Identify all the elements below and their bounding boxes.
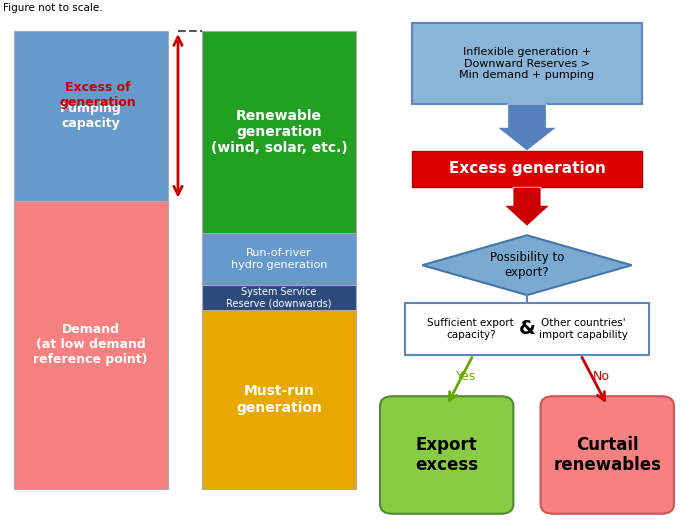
FancyBboxPatch shape (412, 23, 642, 104)
Text: Renewable
generation
(wind, solar, etc.): Renewable generation (wind, solar, etc.) (211, 109, 348, 155)
FancyBboxPatch shape (412, 151, 642, 187)
Text: Figure not to scale.: Figure not to scale. (3, 3, 103, 12)
FancyBboxPatch shape (14, 31, 168, 201)
Text: Run-of-river
hydro generation: Run-of-river hydro generation (231, 248, 327, 270)
Text: Demand
(at low demand
reference point): Demand (at low demand reference point) (34, 323, 148, 366)
Text: System Service
Reserve (downwards): System Service Reserve (downwards) (226, 287, 332, 308)
Text: Must-run
generation: Must-run generation (236, 384, 322, 414)
FancyBboxPatch shape (14, 201, 168, 489)
Text: Possibility to
export?: Possibility to export? (490, 251, 564, 279)
Text: Export
excess: Export excess (415, 436, 478, 474)
Text: Yes: Yes (456, 370, 477, 383)
Text: Inflexible generation +
Downward Reserves >
Min demand + pumping: Inflexible generation + Downward Reserve… (459, 47, 595, 80)
Text: Other countries'
import capability: Other countries' import capability (539, 318, 628, 340)
FancyBboxPatch shape (380, 396, 514, 514)
FancyBboxPatch shape (202, 310, 356, 489)
FancyBboxPatch shape (202, 285, 356, 310)
Polygon shape (504, 187, 549, 226)
Text: Pumping
capacity: Pumping capacity (60, 102, 121, 130)
Text: &: & (519, 319, 535, 339)
FancyBboxPatch shape (405, 303, 649, 355)
Text: No: No (593, 370, 610, 383)
Polygon shape (497, 104, 557, 151)
Text: Excess of
generation: Excess of generation (59, 81, 136, 109)
Text: Curtail
renewables: Curtail renewables (554, 436, 661, 474)
Polygon shape (422, 235, 632, 295)
FancyBboxPatch shape (202, 232, 356, 285)
Text: Sufficient export
capacity?: Sufficient export capacity? (427, 318, 514, 340)
FancyBboxPatch shape (202, 31, 356, 232)
FancyBboxPatch shape (540, 396, 674, 514)
Text: Excess generation: Excess generation (449, 162, 605, 176)
